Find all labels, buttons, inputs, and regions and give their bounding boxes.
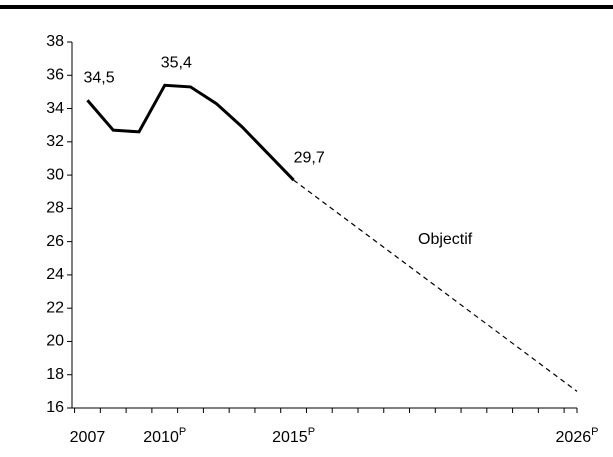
y-tick-label: 16 xyxy=(46,399,64,416)
x-tick-label-main: 2026 xyxy=(556,429,592,446)
y-tick-label: 24 xyxy=(46,266,64,283)
y-tick-label: 28 xyxy=(46,200,64,217)
line-series xyxy=(293,179,578,392)
y-tick-label: 36 xyxy=(46,66,64,83)
line-series xyxy=(86,83,295,182)
x-tick-label: 2026P xyxy=(556,426,599,446)
x-tick-label-sup: P xyxy=(179,426,186,438)
data-label: 35,4 xyxy=(161,54,192,71)
x-tick-label-main: 2015 xyxy=(272,429,308,446)
y-tick-label: 30 xyxy=(46,166,64,183)
y-tick-label: 32 xyxy=(46,133,64,150)
x-tick-label-sup: P xyxy=(308,426,315,438)
y-tick-label: 22 xyxy=(46,299,64,316)
data-label: 34,5 xyxy=(83,69,114,86)
data-label: 29,7 xyxy=(294,149,325,166)
y-tick-label: 18 xyxy=(46,366,64,383)
x-tick-label: 2007 xyxy=(70,429,106,446)
y-tick-label: 38 xyxy=(46,33,64,50)
top-rule xyxy=(0,5,613,9)
x-tick-label-main: 2010 xyxy=(143,429,179,446)
x-tick-label-main: 2007 xyxy=(70,429,106,446)
y-tick-label: 26 xyxy=(46,233,64,250)
x-tick-label: 2010P xyxy=(143,426,186,446)
y-tick-label: 34 xyxy=(46,100,64,117)
x-tick-label-sup: P xyxy=(591,426,598,438)
x-tick-label: 2015P xyxy=(272,426,315,446)
y-tick-label: 20 xyxy=(46,333,64,350)
series-label: Objectif xyxy=(418,231,473,248)
